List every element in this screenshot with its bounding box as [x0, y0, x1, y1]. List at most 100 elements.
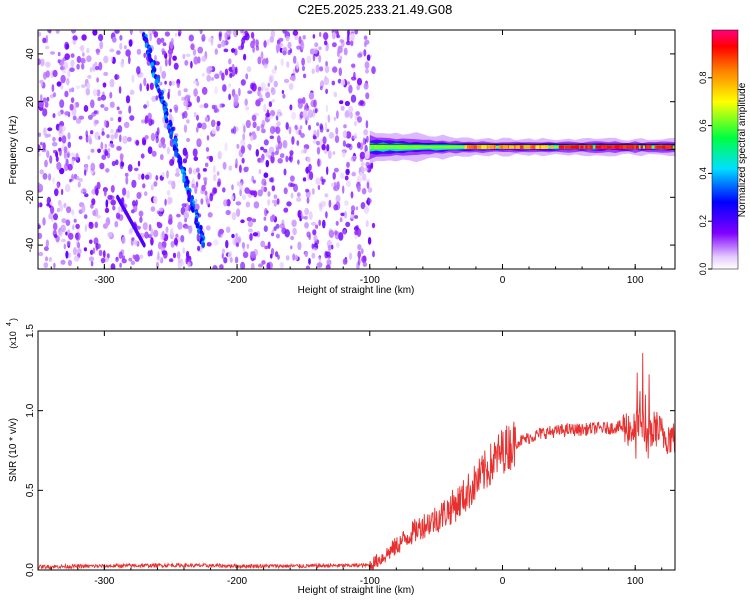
noise-speck: [116, 106, 120, 111]
noise-speck: [363, 206, 370, 214]
spectrogram-y-axis-label: Frequency (Hz): [8, 116, 19, 185]
noise-speck: [234, 66, 238, 75]
noise-speck: [333, 116, 337, 121]
noise-speck: [194, 185, 198, 194]
noise-speck: [297, 241, 302, 251]
noise-speck: [196, 167, 200, 173]
noise-speck: [338, 67, 342, 76]
noise-speck: [196, 95, 201, 103]
noise-speck: [270, 253, 273, 259]
noise-speck: [270, 248, 275, 256]
noise-speck: [357, 116, 362, 123]
noise-speck: [326, 259, 332, 266]
noise-speck: [240, 145, 246, 154]
noise-speck: [72, 247, 78, 256]
noise-speck: [162, 42, 167, 47]
noise-speck: [319, 138, 323, 147]
noise-speck: [107, 148, 111, 153]
noise-speck: [101, 154, 107, 160]
noise-speck: [60, 74, 66, 84]
carrier-core-seg: [535, 145, 540, 149]
carrier-core-seg: [498, 145, 503, 149]
noise-speck: [197, 172, 201, 180]
noise-speck: [252, 179, 256, 184]
noise-speck: [201, 34, 206, 42]
noise-speck: [336, 50, 340, 57]
noise-speck: [245, 119, 251, 129]
noise-speck: [85, 87, 91, 96]
carrier-core-seg: [530, 145, 533, 149]
noise-speck: [199, 30, 203, 35]
noise-speck: [63, 243, 66, 250]
noise-speck: [45, 45, 50, 50]
carrier-core-seg: [665, 145, 672, 149]
noise-speck: [110, 185, 115, 193]
noise-speck: [279, 223, 285, 229]
noise-speck: [328, 132, 335, 139]
noise-speck: [149, 82, 154, 91]
noise-speck: [241, 241, 245, 249]
noise-speck: [316, 262, 323, 269]
noise-speck: [340, 172, 345, 180]
noise-speck: [211, 128, 216, 135]
noise-speck: [328, 199, 332, 208]
carrier-core-seg: [656, 145, 662, 149]
noise-speck: [263, 139, 269, 146]
noise-speck: [291, 219, 297, 227]
noise-speck: [327, 150, 332, 160]
noise-speck: [302, 97, 306, 104]
noise-speck: [182, 158, 188, 164]
noise-speck: [52, 113, 56, 119]
noise-speck: [238, 164, 242, 173]
diagonal-track: [141, 32, 206, 248]
carrier-core-seg: [550, 145, 554, 149]
noise-speck: [171, 80, 176, 86]
noise-speck: [38, 144, 41, 153]
noise-speck: [201, 86, 208, 95]
spectrogram-x-ticks: -300 -200 -100 0 100: [50, 30, 663, 286]
noise-speck: [69, 103, 74, 111]
noise-speck: [50, 205, 55, 214]
noise-speck: [46, 150, 50, 158]
noise-speck: [311, 188, 315, 195]
noise-speck: [231, 63, 235, 71]
noise-speck: [261, 178, 267, 186]
noise-speck: [67, 69, 71, 78]
noise-speck: [268, 101, 273, 108]
snr-ytick-label: 1.5: [25, 324, 36, 338]
noise-speck: [318, 256, 322, 263]
carrier-core-seg: [661, 145, 668, 149]
noise-speck: [340, 79, 346, 86]
noise-speck: [263, 103, 267, 113]
noise-speck: [342, 140, 346, 147]
carrier-core-seg: [489, 145, 495, 149]
noise-speck: [267, 191, 271, 197]
noise-speck: [117, 206, 121, 214]
noise-speck: [111, 160, 116, 167]
noise-speck: [205, 198, 210, 206]
noise-speck: [269, 177, 274, 183]
noise-speck: [126, 136, 132, 142]
noise-speck: [360, 248, 364, 255]
noise-speck: [104, 150, 109, 156]
noise-speck: [312, 140, 317, 144]
noise-speck: [73, 218, 77, 223]
carrier-core-seg: [502, 145, 509, 149]
noise-speck: [57, 51, 61, 57]
noise-speck: [333, 167, 339, 173]
noise-speck: [169, 159, 175, 166]
noise-speck: [136, 48, 142, 55]
noise-speck: [65, 219, 71, 226]
noise-speck: [129, 30, 133, 36]
noise-speck: [225, 240, 229, 249]
noise-speck: [277, 113, 280, 117]
noise-speck: [64, 53, 70, 60]
noise-speck: [310, 221, 317, 226]
noise-speck: [69, 67, 75, 72]
noise-speck: [183, 211, 189, 220]
noise-speck: [240, 79, 246, 86]
noise-speck: [110, 134, 115, 140]
noise-speck: [318, 46, 322, 51]
